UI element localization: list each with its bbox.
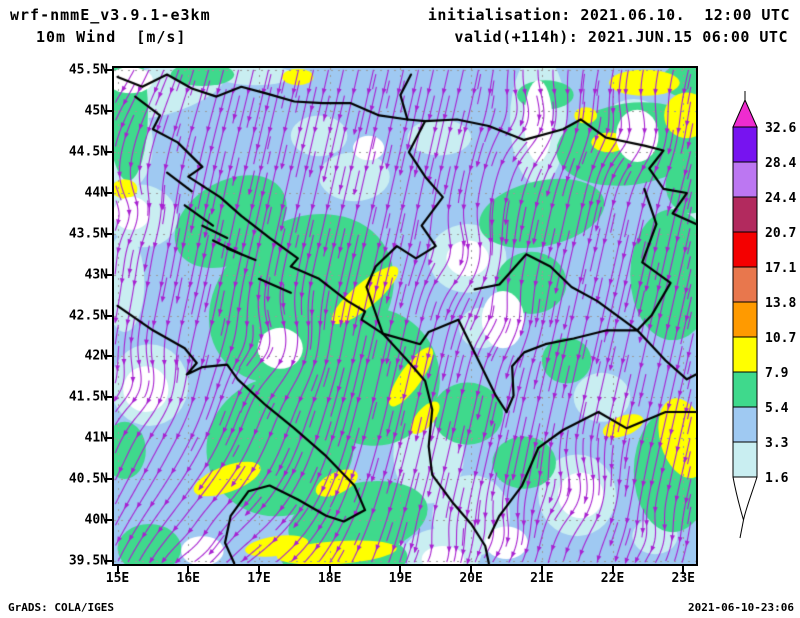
colorbar-tick-label: 28.4 <box>765 156 796 171</box>
colorbar-tick-label: 7.9 <box>765 366 788 381</box>
y-axis-tick-label: 42N <box>84 348 108 364</box>
x-axis-tick <box>682 566 685 574</box>
y-axis-tick <box>104 314 112 317</box>
y-axis-tick-label: 41N <box>84 430 108 446</box>
y-axis-tick <box>104 518 112 521</box>
y-axis-tick-label: 45N <box>84 103 108 119</box>
x-axis-tick <box>187 566 190 574</box>
x-axis-tick-label: 15E <box>105 571 130 586</box>
y-axis-tick <box>104 437 112 440</box>
field-subtitle: 10m Wind [m/s] <box>36 28 187 46</box>
y-axis-tick <box>104 232 112 235</box>
y-axis-tick <box>104 110 112 113</box>
map-plot <box>112 66 698 566</box>
colorbar-segment <box>732 406 758 443</box>
colorbar-segment <box>732 301 758 338</box>
x-axis-tick-label: 18E <box>317 571 342 586</box>
x-axis-tick <box>328 566 331 574</box>
colorbar-tick-label: 17.1 <box>765 261 796 276</box>
y-axis-tick-label: 43.5N <box>68 226 108 242</box>
y-axis-tick <box>104 192 112 195</box>
colorbar-tick-label: 32.6 <box>765 121 796 136</box>
y-axis-tick-label: 41.5N <box>68 389 108 405</box>
y-axis-tick <box>104 151 112 154</box>
y-axis-tick-label: 42.5N <box>68 308 108 324</box>
colorbar-segment <box>732 266 758 303</box>
colorbar: 32.6 28.4 24.4 20.7 17.1 13.8 10.7 7.9 5.4 3.3 1.6 <box>732 91 796 539</box>
colorbar-segment <box>732 161 758 198</box>
colorbar-tick-label: 1.6 <box>765 471 789 486</box>
colorbar-tick-label: 10.7 <box>765 331 796 346</box>
map-canvas <box>114 68 696 564</box>
y-axis-tick <box>104 273 112 276</box>
model-title: wrf-nmmE_v3.9.1-e3km <box>10 6 211 24</box>
y-axis-tick-label: 40N <box>84 512 108 528</box>
colorbar-tick-label: 3.3 <box>765 436 788 451</box>
colorbar-tick-label: 13.8 <box>765 296 796 311</box>
y-axis-tick-label: 43N <box>84 267 108 283</box>
colorbar-segment <box>732 371 758 408</box>
init-time-label: initialisation: 2021.06.10. 12:00 UTC <box>427 6 790 24</box>
x-axis-tick <box>257 566 260 574</box>
x-axis-tick-label: 23E <box>671 571 695 586</box>
y-axis-tick-label: 45.5N <box>68 62 108 78</box>
y-axis-tick <box>104 478 112 481</box>
colorbar-segment <box>732 126 758 163</box>
x-axis-tick <box>399 566 402 574</box>
colorbar-segment <box>732 231 758 268</box>
x-axis-tick <box>540 566 543 574</box>
x-axis-tick <box>470 566 473 574</box>
grads-credit-label: GrADS: COLA/IGES <box>8 601 114 614</box>
colorbar-tail <box>733 477 757 520</box>
y-axis-tick <box>104 559 112 562</box>
creation-timestamp: 2021-06-10-23:06 <box>688 601 794 614</box>
y-axis-tick-label: 44.5N <box>68 144 108 160</box>
y-axis-tick <box>104 355 112 358</box>
x-axis-tick-label: 16E <box>176 571 200 586</box>
x-axis-tick <box>116 566 119 574</box>
colorbar-tick-label: 20.7 <box>765 226 796 241</box>
x-axis-tick-label: 21E <box>530 571 554 586</box>
x-axis-tick-label: 17E <box>247 571 271 586</box>
colorbar-arrow-tip <box>732 98 758 128</box>
colorbar-tail-outline <box>732 476 758 539</box>
y-axis-tick <box>104 69 112 72</box>
colorbar-segment <box>732 336 758 373</box>
colorbar-segment <box>732 196 758 233</box>
y-axis-tick-label: 39.5N <box>68 553 108 569</box>
y-axis-tick-label: 40.5N <box>68 471 108 487</box>
x-axis-tick-label: 22E <box>600 571 625 586</box>
y-axis-tick <box>104 396 112 399</box>
x-axis-tick-label: 19E <box>388 571 413 586</box>
colorbar-tick-label: 24.4 <box>765 191 796 206</box>
y-axis-tick-label: 44N <box>84 185 108 201</box>
x-axis-tick <box>611 566 614 574</box>
x-axis-tick-label: 20E <box>459 571 483 586</box>
colorbar-tick-label: 5.4 <box>765 401 789 416</box>
valid-time-label: valid(+114h): 2021.JUN.15 06:00 UTC <box>454 28 788 46</box>
colorbar-segment <box>732 441 758 478</box>
